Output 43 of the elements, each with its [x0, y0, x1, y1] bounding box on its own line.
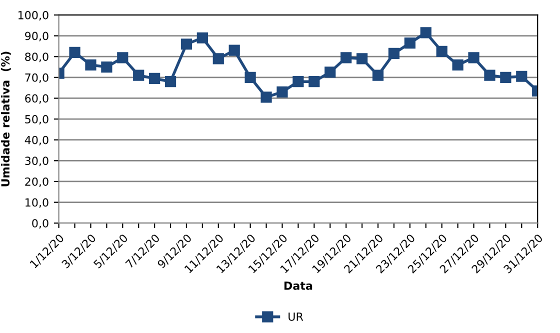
y-tick-label: 60,0	[25, 94, 48, 104]
y-tick-label: 0,0	[32, 219, 48, 229]
y-axis-title: Umidade relativa (%)	[0, 52, 11, 186]
y-tick-label: 100,0	[18, 10, 48, 20]
point	[516, 70, 528, 82]
point	[356, 53, 368, 64]
point	[228, 44, 240, 56]
y-tick-label: 20,0	[25, 177, 48, 187]
point	[212, 53, 224, 64]
point	[372, 70, 384, 81]
y-tick-label: 50,0	[25, 115, 48, 125]
point	[260, 92, 272, 103]
y-tick-label: 90,0	[25, 32, 48, 42]
y-tick-label: 30,0	[25, 156, 48, 166]
point	[276, 86, 288, 98]
y-tick-label: 10,0	[26, 198, 48, 208]
point	[420, 27, 432, 38]
point	[149, 72, 160, 84]
point	[85, 59, 96, 70]
x-axis-title: Data	[284, 282, 312, 290]
point	[180, 38, 192, 50]
y-tick-label: 80,0	[25, 52, 48, 62]
point	[117, 52, 128, 64]
point	[292, 76, 304, 88]
point	[340, 52, 352, 64]
point	[133, 70, 144, 81]
point	[101, 61, 112, 73]
point	[164, 76, 176, 88]
point	[484, 70, 496, 81]
point	[196, 32, 208, 44]
point	[452, 59, 464, 70]
point	[500, 72, 512, 83]
point	[69, 46, 80, 58]
y-tick-label: 40,0	[24, 136, 48, 146]
legend-label: UR	[288, 312, 304, 321]
point	[468, 52, 480, 64]
point	[404, 38, 416, 49]
point	[436, 46, 448, 57]
point	[388, 48, 400, 60]
point	[308, 76, 320, 88]
y-tick-label: 70,0	[25, 73, 48, 83]
point	[324, 66, 336, 78]
point	[244, 72, 256, 83]
